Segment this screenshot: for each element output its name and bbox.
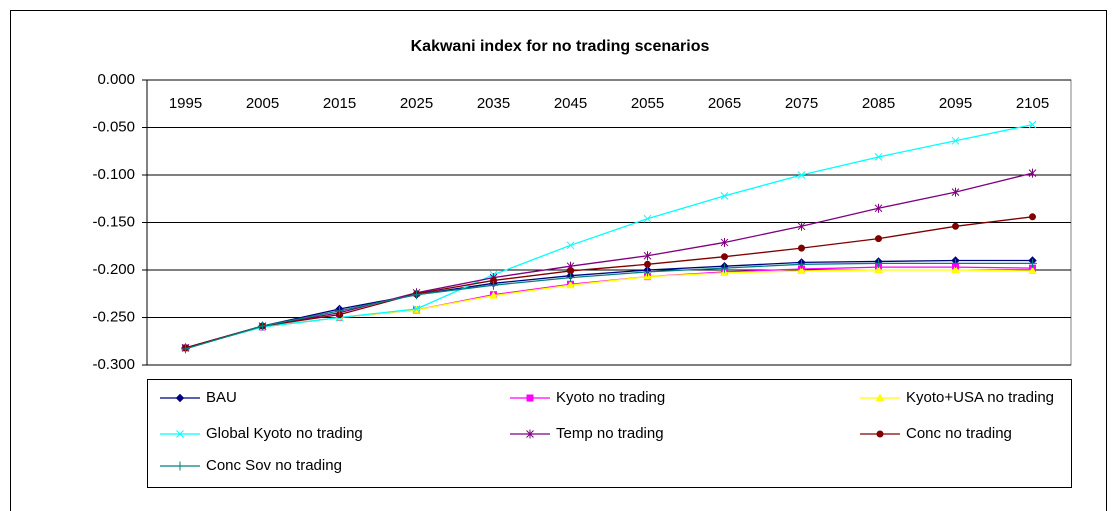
data-point: [1028, 168, 1037, 178]
legend-box: [147, 379, 1072, 488]
x-tick-label: 2025: [400, 95, 433, 112]
data-point: [489, 280, 498, 290]
x-tick-label: 2055: [631, 95, 664, 112]
series-line: [185, 124, 1033, 349]
x-tick-label: 2075: [785, 95, 818, 112]
data-point: [952, 222, 959, 230]
x-tick-label: 2095: [939, 95, 972, 112]
legend-marker: [526, 394, 534, 402]
legend-label: Kyoto+USA no trading: [906, 389, 1054, 406]
data-point: [720, 192, 729, 200]
data-point: [1029, 213, 1036, 221]
y-tick-label: -0.150: [92, 213, 135, 230]
legend-marker: [526, 429, 534, 439]
x-tick-label: 2065: [708, 95, 741, 112]
x-tick-label: 2035: [477, 95, 510, 112]
y-tick-label: -0.050: [92, 118, 135, 135]
data-point: [874, 258, 883, 268]
legend-marker: [176, 430, 184, 438]
x-tick-label: 2105: [1016, 95, 1049, 112]
series-line: [185, 172, 1033, 349]
data-point: [1028, 258, 1037, 268]
data-point: [489, 291, 498, 299]
data-point: [720, 263, 729, 273]
data-point: [643, 267, 652, 277]
legend-label: Conc Sov no trading: [206, 457, 342, 474]
data-point: [874, 203, 883, 213]
legend-marker: [875, 393, 885, 401]
data-point: [797, 221, 806, 231]
legend-marker: [175, 393, 185, 403]
data-point: [643, 251, 652, 261]
data-point: [566, 241, 575, 250]
legend-marker: [876, 430, 884, 438]
data-point: [797, 171, 806, 179]
data-point: [644, 260, 651, 268]
legend-label: Global Kyoto no trading: [206, 425, 363, 442]
data-point: [566, 280, 575, 289]
data-point: [797, 266, 806, 274]
y-tick-label: -0.100: [92, 166, 135, 183]
data-point: [874, 153, 883, 161]
data-point: [412, 305, 421, 313]
data-point: [951, 136, 960, 145]
data-point: [951, 187, 960, 197]
x-tick-label: 2015: [323, 95, 356, 112]
series-line: [185, 216, 1033, 349]
legend-label: BAU: [206, 389, 237, 406]
series-line: [185, 262, 1033, 350]
data-point: [566, 273, 575, 283]
data-point: [720, 237, 729, 247]
data-point: [643, 214, 652, 223]
chart-title: Kakwani index for no trading scenarios: [411, 38, 710, 55]
data-point: [1028, 266, 1037, 274]
y-tick-label: 0.000: [97, 71, 135, 88]
legend-marker: [175, 461, 185, 471]
x-tick-label: 1995: [169, 95, 202, 112]
data-point: [951, 258, 960, 268]
data-point: [721, 253, 728, 261]
data-point: [1028, 120, 1037, 129]
data-point: [258, 321, 267, 331]
y-tick-label: -0.300: [92, 356, 135, 373]
x-tick-label: 2045: [554, 95, 587, 112]
x-tick-label: 2005: [246, 95, 279, 112]
data-point: [335, 306, 344, 316]
x-tick-label: 2085: [862, 95, 895, 112]
data-point: [798, 244, 805, 252]
data-point: [874, 265, 883, 273]
y-tick-label: -0.250: [92, 308, 135, 325]
data-point: [567, 267, 574, 275]
legend-label: Conc no trading: [906, 425, 1012, 442]
data-point: [412, 290, 421, 300]
data-point: [951, 265, 960, 273]
data-point: [797, 259, 806, 269]
data-point: [181, 344, 190, 354]
legend-label: Temp no trading: [556, 425, 664, 442]
series-line: [185, 259, 1033, 349]
y-tick-label: -0.200: [92, 261, 135, 278]
data-point: [875, 235, 882, 243]
legend-label: Kyoto no trading: [556, 389, 665, 406]
